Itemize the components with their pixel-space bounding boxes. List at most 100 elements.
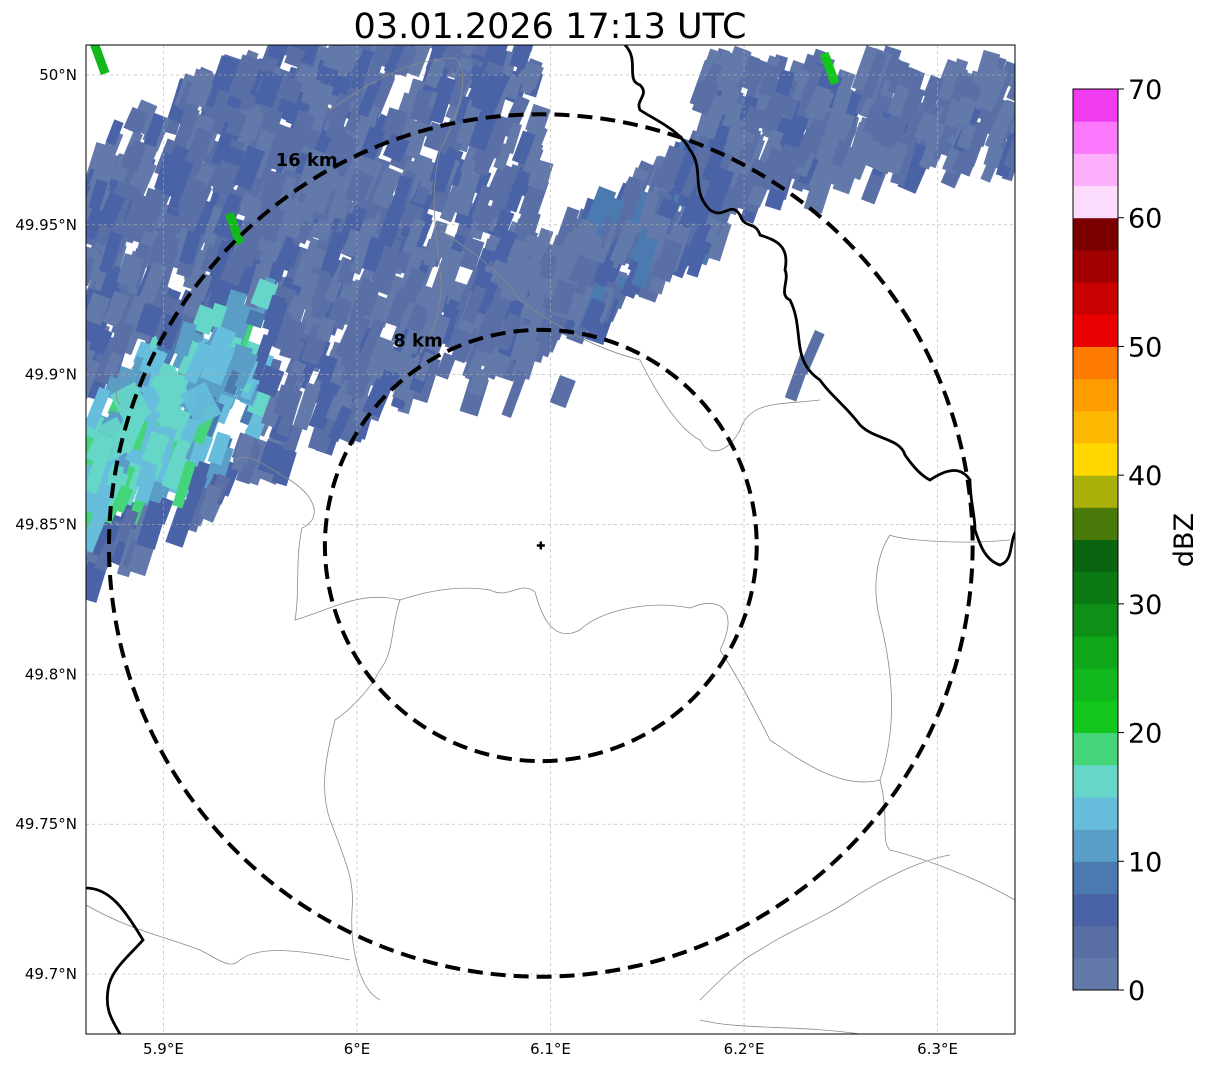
echo-cell [979,67,1009,113]
echo-cell [86,503,111,553]
echo-cell [262,294,287,333]
echo-cell [682,220,712,269]
echo-cell [344,172,369,204]
colorbar-bin [1073,700,1118,734]
y-tick-label: 49.9°N [25,366,77,384]
echo-cell [458,237,485,272]
echo-cell [698,93,729,140]
echo-cell [937,62,962,102]
echo-cell [404,45,433,78]
echo-cell [256,364,285,398]
echo-cell [555,218,576,249]
colorbar-bin [1073,121,1118,154]
echo-cell [698,48,721,85]
colorbar-bin [1073,442,1118,476]
echo-cell [207,302,228,329]
echo-cell [443,0,468,2]
colorbar-tick-label: 70 [1128,75,1162,106]
range-ring-8km [322,327,759,764]
echo-cell [371,166,402,210]
echo-cell [276,387,303,438]
echo-cell [211,55,239,90]
echo-cell [300,45,334,47]
echo-cell [520,65,540,95]
echo-cell [423,57,447,89]
echo-cell [95,209,124,249]
echo-cell [353,102,381,143]
echo-cell [88,178,109,211]
echo-cell [392,333,419,376]
map-panel[interactable]: 8 km 16 km 5.9°E 6°E 6.1°E 6.2°E 6.3°E 50°N 49… [15,0,1031,1058]
echo-cell [276,241,301,273]
x-tick-label: 6.3°E [917,1040,958,1058]
colorbar-bin [1073,796,1118,830]
reflectivity-echoes [86,0,1015,603]
echo-cell [467,368,491,397]
echo-cell [86,357,101,405]
echo-cell [499,270,524,302]
colorbar-bin [1073,925,1118,959]
echo-cell [549,375,576,409]
echo-cell [347,205,368,232]
echo-cell [419,312,451,358]
colorbar-bin [1073,346,1118,380]
range-ring-16km [106,112,975,979]
echo-cell [365,50,386,86]
echo-cell [501,369,528,418]
echo-cell [409,88,433,123]
y-tick-label: 49.8°N [25,665,77,683]
echo-cell [264,123,296,168]
echo-cell [214,160,240,191]
echo-cell [984,101,1015,151]
echo-cell [86,292,111,326]
echo-cell [186,68,215,109]
echo-cell [139,347,166,377]
colorbar-bin [1073,410,1118,444]
echo-cell [1006,59,1015,89]
echo-cell [654,145,686,192]
echo-cell [423,241,441,268]
colorbar: 0 10 20 30 40 50 60 70 dBZ [1072,75,1200,1007]
x-tick-label: 6.1°E [530,1040,571,1058]
echo-cell [636,190,660,235]
echo-cell [394,45,418,78]
echo-cell-moderate [179,381,222,427]
echo-cell [383,45,413,76]
echo-cell [433,121,457,155]
echo-cell [758,63,781,97]
echo-cell [402,217,426,255]
echo-cell [460,45,484,57]
echo-cell [102,363,127,400]
echo-cell [862,51,888,98]
echo-cell [691,79,719,116]
echo-cell [325,92,353,141]
echo-cell-strong [90,45,110,76]
echo-cell [231,220,264,268]
range-ring-label: 8 km [393,331,443,352]
echo-cell [115,508,139,545]
colorbar-bin [1073,314,1118,347]
echo-cell [327,405,353,443]
echo-cell [632,255,654,289]
echo-cell [266,45,290,62]
echo-cell [952,95,977,127]
echo-cell [826,85,853,131]
echo-cell [354,220,379,260]
echo-cell [418,0,444,2]
echo-cell [316,354,338,384]
colorbar-bin [1073,378,1118,412]
echo-cell [382,133,410,163]
echo-cell [406,303,431,334]
range-ring-label: 16 km [276,150,338,171]
echo-cell [203,443,234,493]
echo-cell [299,6,326,40]
y-axis-ticks: 50°N 49.95°N 49.9°N 49.85°N 49.8°N 49.75°N 49.… [15,66,77,983]
colorbar-bin [1073,507,1118,540]
echo-cell [305,164,340,215]
echo-cell [287,45,316,51]
echo-cell [86,386,111,430]
colorbar-bin [1073,861,1118,894]
echo-cell [136,500,169,550]
echo-cell [138,261,168,305]
echo-cell [337,45,360,78]
